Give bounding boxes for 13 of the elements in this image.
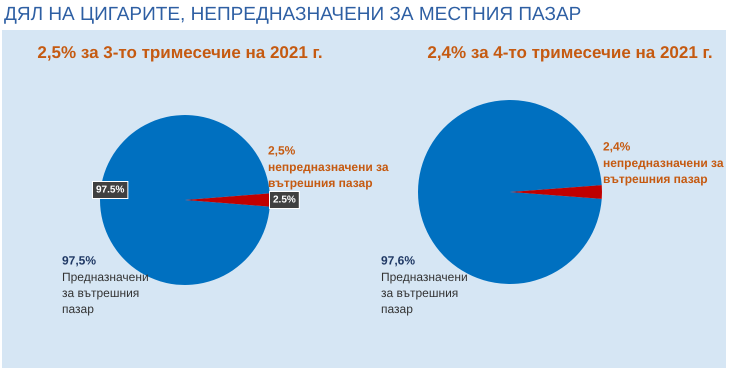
text: 97.5% <box>96 184 124 196</box>
text: 2.5% <box>273 194 296 206</box>
slice-label: непредназначени за вътрешния пазар <box>603 156 724 186</box>
data-label: 2,5% <box>268 144 296 158</box>
data-label: 97,5% <box>62 254 96 268</box>
chart-subtitle: 2,5% за 3-то тримесечие на 2021 г. <box>37 43 323 62</box>
slice-label: Предназначени за вътрешния пазар <box>62 270 149 316</box>
slice-label: Предназначени за вътрешния пазар <box>381 270 468 316</box>
slice-label: непредназначени за вътрешния пазар <box>268 160 389 190</box>
chart-title: ДЯЛ НА ЦИГАРИТЕ, НЕПРЕДНАЗНАЧЕНИ ЗА МЕСТНИЯ ПАЗАР <box>4 4 582 26</box>
data-label: 97,6% <box>381 254 416 268</box>
chart-subtitle: 2,4% за 4-то тримесечие на 2021 г. <box>427 43 713 62</box>
data-label: 2,4% <box>603 140 631 154</box>
